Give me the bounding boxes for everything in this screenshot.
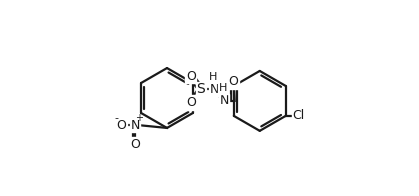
Text: O: O <box>130 138 140 151</box>
Text: +: + <box>135 113 143 123</box>
Text: S: S <box>197 82 205 96</box>
Text: O: O <box>186 96 196 109</box>
Text: N: N <box>210 83 219 96</box>
Text: H: H <box>219 83 227 93</box>
Text: N: N <box>130 119 140 132</box>
Text: O: O <box>229 75 238 88</box>
Text: Cl: Cl <box>293 109 305 122</box>
Text: H: H <box>209 72 217 82</box>
Text: O: O <box>116 119 126 132</box>
Text: O: O <box>186 70 196 83</box>
Text: -: - <box>115 113 119 123</box>
Text: N: N <box>219 94 229 107</box>
